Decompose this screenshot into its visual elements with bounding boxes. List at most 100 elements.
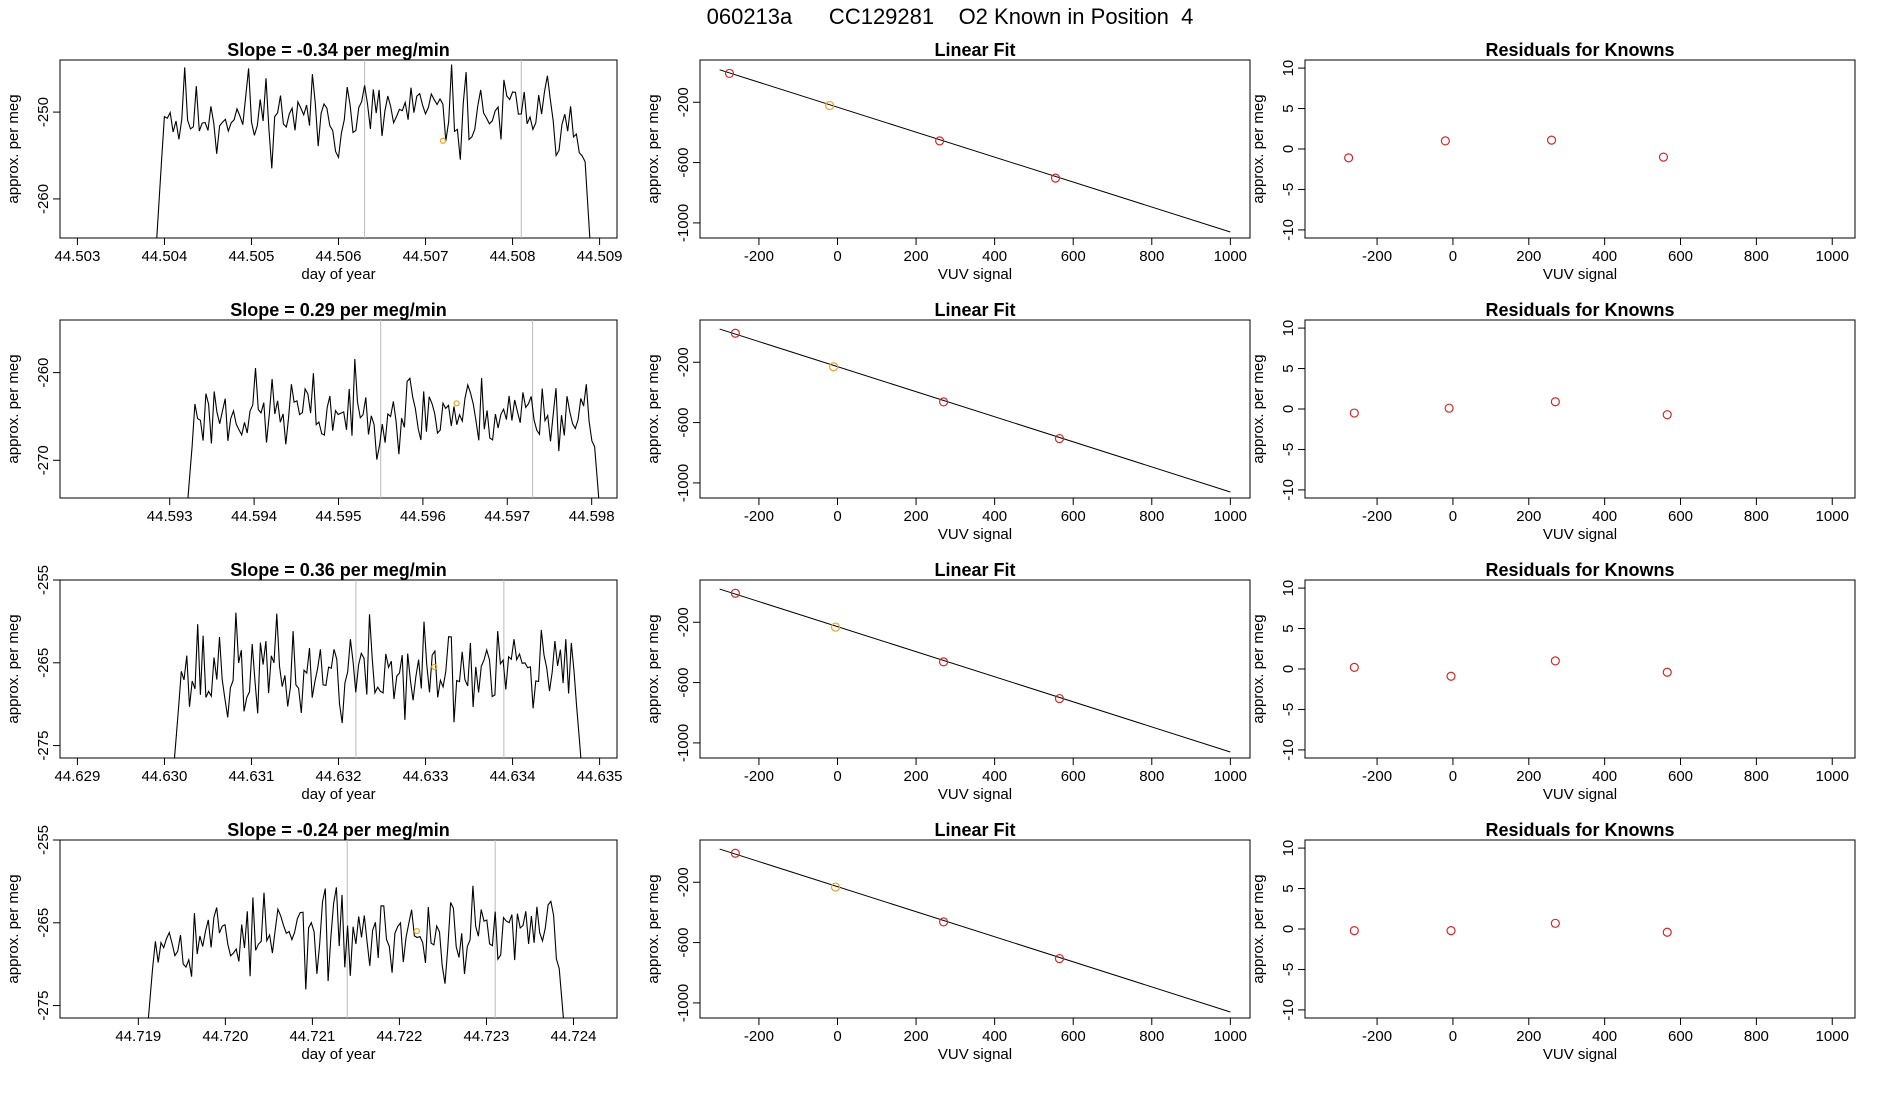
r1-residuals-residual-point [1440,136,1450,146]
r3-timeseries-x-tick-label: 44.630 [141,768,187,785]
r2-residuals-residual-point [1662,410,1672,420]
r4-timeseries-signal-trace [147,885,564,1018]
r3-residuals-residual-point [1349,662,1359,672]
r3-residuals-x-tick-label: -200 [1362,768,1392,785]
r1-timeseries-x-tick-label: 44.503 [54,248,100,265]
r1-fit-y-tick-label: -200 [675,87,692,117]
r4-timeseries-title: Slope = -0.24 per meg/min [227,820,450,840]
r3-fit-x-axis-label: VUV signal [938,786,1012,803]
r3-residuals-x-tick-label: 200 [1516,768,1541,785]
r2-residuals-y-axis-label: approx. per meg [1250,354,1267,463]
r2-residuals-x-tick-label: 800 [1744,508,1769,525]
r4-timeseries-x-tick-label: 44.720 [202,1028,248,1045]
r2-residuals-title: Residuals for Knowns [1485,300,1674,320]
r3-timeseries-x-tick-label: 44.631 [229,768,275,785]
r1-fit-known-point [1050,173,1061,183]
r4-residuals-title: Residuals for Knowns [1485,820,1674,840]
r4-fit-known-point [938,917,949,927]
r3-residuals-residual-point [1550,656,1560,666]
r1-fit-x-tick-label: 1000 [1214,248,1247,265]
r3-residuals-residual-point [1446,671,1456,681]
r3-residuals-x-tick-label: 0 [1449,768,1457,785]
r2-residuals-residual-point [1444,403,1454,413]
r1-residuals-y-tick-label: 10 [1280,60,1297,77]
r3-timeseries-y-tick-label: -265 [35,648,52,678]
r2-residuals-plot-frame [1304,319,1856,499]
r2-residuals-y-tick-label: 5 [1280,364,1297,372]
r1-residuals-x-tick-label: 200 [1516,248,1541,265]
r1-fit-x-tick-label: -200 [744,248,774,265]
r1-residuals-y-tick-label: -5 [1280,183,1297,196]
r1-timeseries-current-marker [439,137,447,144]
r2-fit-plot-frame [699,319,1251,499]
r2-residuals-x-tick-label: 200 [1516,508,1541,525]
r3-timeseries-x-tick-label: 44.629 [54,768,100,785]
r4-fit-y-tick-label: -200 [675,867,692,897]
r3-residuals-x-tick-label: 1000 [1816,768,1849,785]
r2-residuals-y-tick-label: -10 [1280,479,1297,501]
r4-fit-x-axis-label: VUV signal [938,1046,1012,1063]
r2-timeseries-current-marker [453,400,460,407]
r2-fit-x-tick-label: 400 [982,508,1007,525]
r1-fit-x-tick-label: 200 [904,248,929,265]
r1-timeseries-x-axis-label: day of year [301,266,375,283]
r4-timeseries-x-tick-label: 44.723 [464,1028,510,1045]
r1-fit-x-tick-label: 800 [1139,248,1164,265]
r2-timeseries-y-tick-label: -260 [35,358,52,388]
r1-fit-plot-frame [699,59,1251,239]
r3-timeseries-x-axis-label: day of year [301,786,375,803]
r3-timeseries-x-tick-label: 44.635 [577,768,623,785]
r3-residuals-x-axis-label: VUV signal [1543,786,1617,803]
r3-residuals-y-tick-label: 5 [1280,624,1297,632]
r4-residuals-x-tick-label: 800 [1744,1028,1769,1045]
r4-timeseries-x-tick-label: 44.722 [376,1028,422,1045]
r3-fit-y-tick-label: -200 [675,607,692,637]
r1-fit-y-axis-label: approx. per meg [645,94,662,203]
r2-residuals-y-tick-label: 0 [1280,405,1297,413]
r2-fit-known-point [1054,433,1065,444]
r4-residuals-x-tick-label: 0 [1449,1028,1457,1045]
r2-residuals-x-axis-label: VUV signal [1543,526,1617,543]
r1-residuals-x-tick-label: -200 [1362,248,1392,265]
r4-fit-x-tick-label: 800 [1139,1028,1164,1045]
r4-fit-x-tick-label: 0 [833,1028,841,1045]
r1-fit-x-axis-label: VUV signal [938,266,1012,283]
r3-fit-x-tick-label: 600 [1061,768,1086,785]
r3-fit-fit-line [719,588,1231,753]
figure-title: 060213a CC129281 O2 Known in Position 4 [706,4,1194,29]
r4-residuals-y-tick-label: -5 [1280,963,1297,976]
r4-fit-known-point [1054,953,1065,964]
r2-residuals-residual-point [1550,397,1560,407]
r2-fit-x-tick-label: 800 [1139,508,1164,525]
r2-timeseries-title: Slope = 0.29 per meg/min [230,300,447,320]
r2-fit-x-tick-label: 200 [904,508,929,525]
r4-timeseries-x-tick-label: 44.724 [551,1028,597,1045]
r4-residuals-y-tick-label: 10 [1280,840,1297,857]
r2-timeseries-signal-trace [187,358,600,498]
r3-fit-x-tick-label: 800 [1139,768,1164,785]
r1-fit-known-point [724,68,735,79]
r1-fit-y-tick-label: -600 [675,148,692,178]
r1-timeseries-title: Slope = -0.34 per meg/min [227,40,450,60]
r4-residuals-residual-point [1550,918,1560,928]
r4-residuals-x-axis-label: VUV signal [1543,1046,1617,1063]
r1-timeseries-x-tick-label: 44.506 [316,248,362,265]
r3-residuals-y-tick-label: 0 [1280,665,1297,673]
r4-fit-y-tick-label: -1000 [675,984,692,1022]
r3-fit-known-point [830,622,841,632]
r3-timeseries-title: Slope = 0.36 per meg/min [230,560,447,580]
r4-residuals-x-tick-label: 200 [1516,1028,1541,1045]
r4-fit-x-tick-label: 400 [982,1028,1007,1045]
r1-fit-fit-line [719,69,1231,233]
r2-fit-x-tick-label: 0 [833,508,841,525]
r4-residuals-x-tick-label: 600 [1668,1028,1693,1045]
r1-timeseries-x-tick-label: 44.508 [490,248,536,265]
r3-timeseries-signal-trace [173,612,582,758]
r1-timeseries-y-tick-label: -250 [35,97,52,127]
r4-residuals-residual-point [1662,927,1672,937]
r2-timeseries-y-tick-label: -270 [35,445,52,475]
r1-residuals-x-tick-label: 0 [1449,248,1457,265]
r4-residuals-y-tick-label: 0 [1280,925,1297,933]
r1-timeseries-signal-trace [156,64,591,238]
